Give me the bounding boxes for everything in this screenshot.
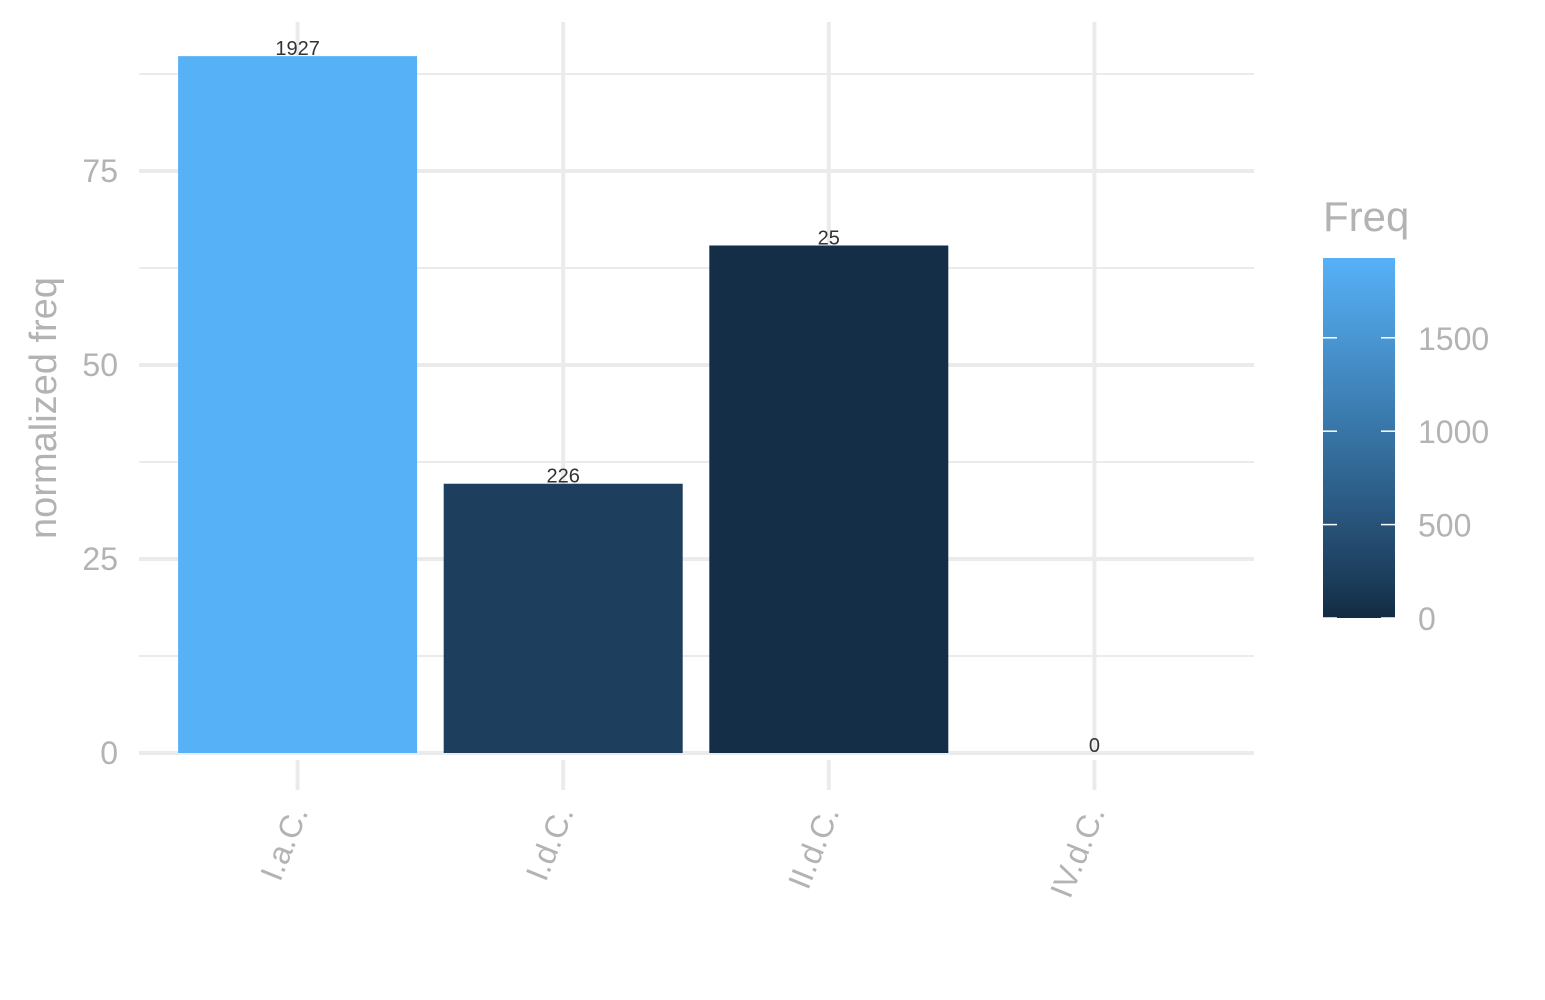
bar-I.a.C. xyxy=(178,56,418,754)
legend-ticks: 0 500 1000 1500 xyxy=(1323,321,1489,637)
y-axis: 0 25 50 75 xyxy=(82,153,118,771)
data-label: 25 xyxy=(818,227,840,249)
bars xyxy=(178,56,949,754)
legend-colorbar xyxy=(1323,258,1395,618)
legend-tick-label: 1000 xyxy=(1418,414,1489,450)
y-tick-label: 25 xyxy=(82,541,118,577)
legend-title: Freq xyxy=(1323,193,1409,240)
legend: Freq 0 500 1000 1500 xyxy=(1323,193,1489,637)
x-axis: I.a.C. I.d.C. II.d.C. IV.d.C. xyxy=(253,760,1112,903)
data-label: 0 xyxy=(1089,735,1100,757)
y-tick-label: 50 xyxy=(82,347,118,383)
y-tick-label: 0 xyxy=(100,735,118,771)
y-tick-label: 75 xyxy=(82,153,118,189)
x-tick-label: I.d.C. xyxy=(519,801,581,885)
x-tick-label: I.a.C. xyxy=(253,801,315,885)
bar-II.d.C. xyxy=(709,245,949,753)
x-tick-label: II.d.C. xyxy=(781,801,846,894)
bar-I.d.C. xyxy=(443,483,683,753)
legend-tick-label: 1500 xyxy=(1418,321,1489,357)
data-label: 1927 xyxy=(275,38,320,60)
legend-tick-label: 0 xyxy=(1418,601,1436,637)
data-label: 226 xyxy=(547,466,580,488)
legend-tick-label: 500 xyxy=(1418,508,1471,544)
data-labels: 1927 226 25 0 xyxy=(275,38,1100,757)
y-axis-title: normalized freq xyxy=(23,277,65,539)
x-tick-label: IV.d.C. xyxy=(1043,801,1112,902)
